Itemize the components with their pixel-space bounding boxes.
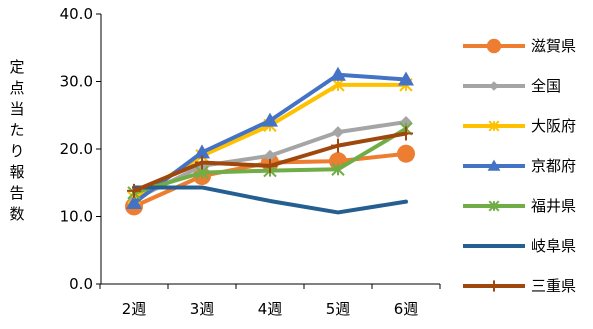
data-point <box>487 159 501 171</box>
data-point <box>486 38 502 54</box>
y-axis-title-char: 数 <box>9 205 24 223</box>
legend-label: 福井県 <box>531 197 576 215</box>
data-point <box>331 138 345 153</box>
data-point <box>488 120 500 132</box>
data-point <box>331 162 345 176</box>
y-axis-title-char: 報 <box>9 163 24 181</box>
data-point <box>331 78 345 92</box>
data-point <box>194 144 210 159</box>
y-tick-label: 40.0 <box>60 5 93 23</box>
data-point <box>262 112 278 127</box>
data-point <box>398 71 414 86</box>
data-point <box>264 149 276 162</box>
data-point <box>488 200 500 212</box>
legend-label: 京都府 <box>531 157 576 175</box>
x-tick-label: 6週 <box>394 300 419 318</box>
x-tick-label: 3週 <box>190 300 215 318</box>
y-axis-ticks: 0.0 10.0 20.0 30.0 40.0 <box>60 5 101 293</box>
y-axis-title-char: 定 <box>9 58 24 76</box>
series-5 <box>132 185 408 215</box>
y-axis-title-char: 告 <box>9 184 24 202</box>
series-6 <box>127 126 413 198</box>
legend-item: 三重県 <box>463 277 576 295</box>
legend-label: 全国 <box>531 77 561 95</box>
x-tick-label: 2週 <box>122 300 147 318</box>
x-tick-label: 5週 <box>326 300 351 318</box>
legend-item: 京都府 <box>463 157 576 175</box>
data-point <box>332 126 344 139</box>
y-tick-label: 0.0 <box>69 275 93 293</box>
data-point <box>330 66 346 81</box>
legend-label: 大阪府 <box>531 117 576 135</box>
x-axis-ticks: 2週 3週 4週 5週 6週 <box>99 284 441 318</box>
legend-item: 滋賀県 <box>463 37 576 55</box>
y-tick-label: 30.0 <box>60 73 93 91</box>
y-axis-title-char: た <box>9 121 24 139</box>
data-point <box>126 195 142 209</box>
data-point <box>399 126 413 141</box>
legend-item: 福井県 <box>463 197 576 215</box>
y-tick-label: 10.0 <box>60 208 93 226</box>
legend-label: 滋賀県 <box>531 37 576 55</box>
data-point <box>127 183 141 198</box>
y-tick-label: 20.0 <box>60 140 93 158</box>
data-point <box>195 155 209 170</box>
axes <box>100 14 440 285</box>
series-3 <box>126 66 414 209</box>
data-point <box>263 158 277 173</box>
y-axis-title-char: 点 <box>9 79 24 97</box>
series-group <box>125 66 415 216</box>
legend-item: 全国 <box>463 77 561 95</box>
legend-item: 大阪府 <box>463 117 576 135</box>
legend-label: 岐阜県 <box>531 237 576 255</box>
legend-item: 岐阜県 <box>463 237 576 255</box>
data-point <box>397 144 415 163</box>
data-point <box>488 280 500 292</box>
series-line <box>132 185 408 215</box>
y-axis-title-char: 当 <box>9 100 24 118</box>
legend-label: 三重県 <box>531 277 576 295</box>
y-axis-title-char: り <box>9 142 24 160</box>
x-tick-label: 4週 <box>258 300 283 318</box>
data-point <box>489 81 499 91</box>
